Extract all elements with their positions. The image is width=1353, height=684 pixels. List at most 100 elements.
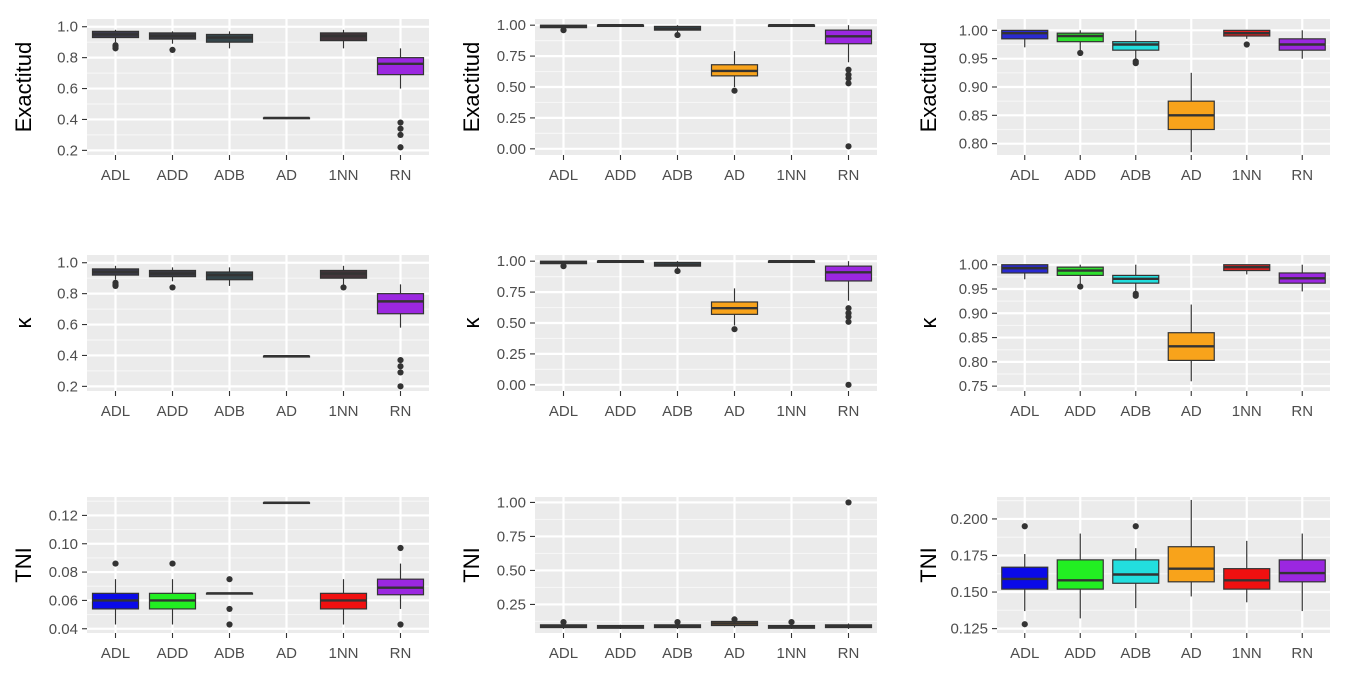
outlier-point [397,125,404,132]
y-tick-label: 0.25 [497,110,526,127]
y-tick-label: 0.25 [497,346,526,363]
box-ad [710,288,759,333]
x-tick-label: ADL [549,167,578,184]
outlier-point [226,605,233,613]
box-adl [539,619,588,629]
x-tick-label: 1NN [328,403,358,420]
y-tick-label: 0.00 [497,141,526,158]
outlier-point [845,313,852,320]
x-tick-label: AD [724,403,745,420]
y-tick-label: 0.85 [959,107,988,124]
box-add [1056,533,1104,619]
y-axis-label: Exactitud [459,42,484,133]
box-rn [824,25,873,150]
box-body [1056,32,1104,43]
y-tick-label: 1.00 [497,253,526,270]
box-body [376,293,425,315]
y-tick-label: 0.75 [497,284,526,301]
box-adl [91,265,140,290]
y-tick-label: 1.00 [497,494,526,511]
box-adb [205,267,254,286]
box-body [1278,559,1326,583]
y-axis-label: κ [459,317,484,329]
y-tick-label: 0.8 [57,286,78,303]
box-ad [1167,499,1215,597]
box-adb [1112,264,1160,299]
y-axis-label: Exactitud [916,42,941,133]
y-tick-label: 0.75 [497,528,526,545]
y-tick-label: 1.00 [959,257,988,274]
y-tick-label: 0.06 [49,592,78,609]
box-rn [1278,533,1326,612]
outlier-point [397,131,404,139]
x-tick-label: AD [276,167,297,184]
y-tick-label: 0.4 [57,111,78,128]
y-axis-label: TNI [916,547,941,582]
box-body [1001,29,1049,40]
y-tick-label: 0.85 [959,330,988,347]
x-tick-label: ADB [662,645,693,662]
x-tick-label: ADB [662,403,693,420]
box-add [596,23,645,28]
x-tick-label: RN [1291,167,1313,184]
outlier-point [845,80,852,87]
y-tick-label: 0.125 [950,621,988,638]
outlier-point [1077,49,1084,57]
box-1nn [319,29,368,49]
box-adb [1112,523,1160,609]
outlier-point [397,363,404,370]
y-tick-label: 0.12 [49,507,78,524]
box-rn [376,544,425,628]
outlier-point [397,544,404,552]
outlier-point [169,46,176,54]
box-1nn [1223,29,1271,48]
outlier-point [226,621,233,628]
outlier-point [169,560,176,567]
y-tick-label: 0.8 [57,50,78,67]
y-tick-label: 0.08 [49,564,78,581]
box-adb [205,31,254,49]
y-tick-label: 0.2 [57,378,78,395]
y-tick-label: 0.90 [959,79,988,96]
box-body [1112,41,1160,51]
x-tick-label: 1NN [776,167,806,184]
outlier-point [112,560,119,567]
outlier-point [397,369,404,376]
outlier-point [845,143,852,150]
box-adb [1112,30,1160,67]
box-1nn [1223,264,1271,275]
outlier-point [397,356,404,364]
outlier-point [397,119,404,126]
x-tick-label: ADB [1120,645,1151,662]
box-adb [205,576,254,628]
y-tick-label: 0.90 [959,305,988,322]
y-tick-label: 0.50 [497,562,526,579]
x-tick-label: RN [838,167,860,184]
outlier-point [112,45,119,52]
x-tick-label: ADD [1064,167,1096,184]
box-1nn [1223,540,1271,603]
box-add [148,560,197,625]
y-tick-label: 0.6 [57,317,78,334]
y-tick-label: 0.175 [950,547,988,564]
x-tick-label: ADD [157,167,189,184]
y-tick-label: 0.80 [959,136,988,153]
y-tick-label: 0.75 [497,48,526,65]
x-tick-label: RN [1291,645,1313,662]
box-body [376,57,425,76]
x-tick-label: ADD [1064,403,1096,420]
box-ad [262,116,311,120]
box-1nn [319,579,368,625]
box-body [1112,559,1160,584]
x-tick-label: 1NN [1232,403,1262,420]
outlier-point [845,66,852,73]
box-add [596,624,645,629]
outlier-point [845,499,852,506]
box-adl [539,260,588,270]
box-1nn [767,259,816,264]
